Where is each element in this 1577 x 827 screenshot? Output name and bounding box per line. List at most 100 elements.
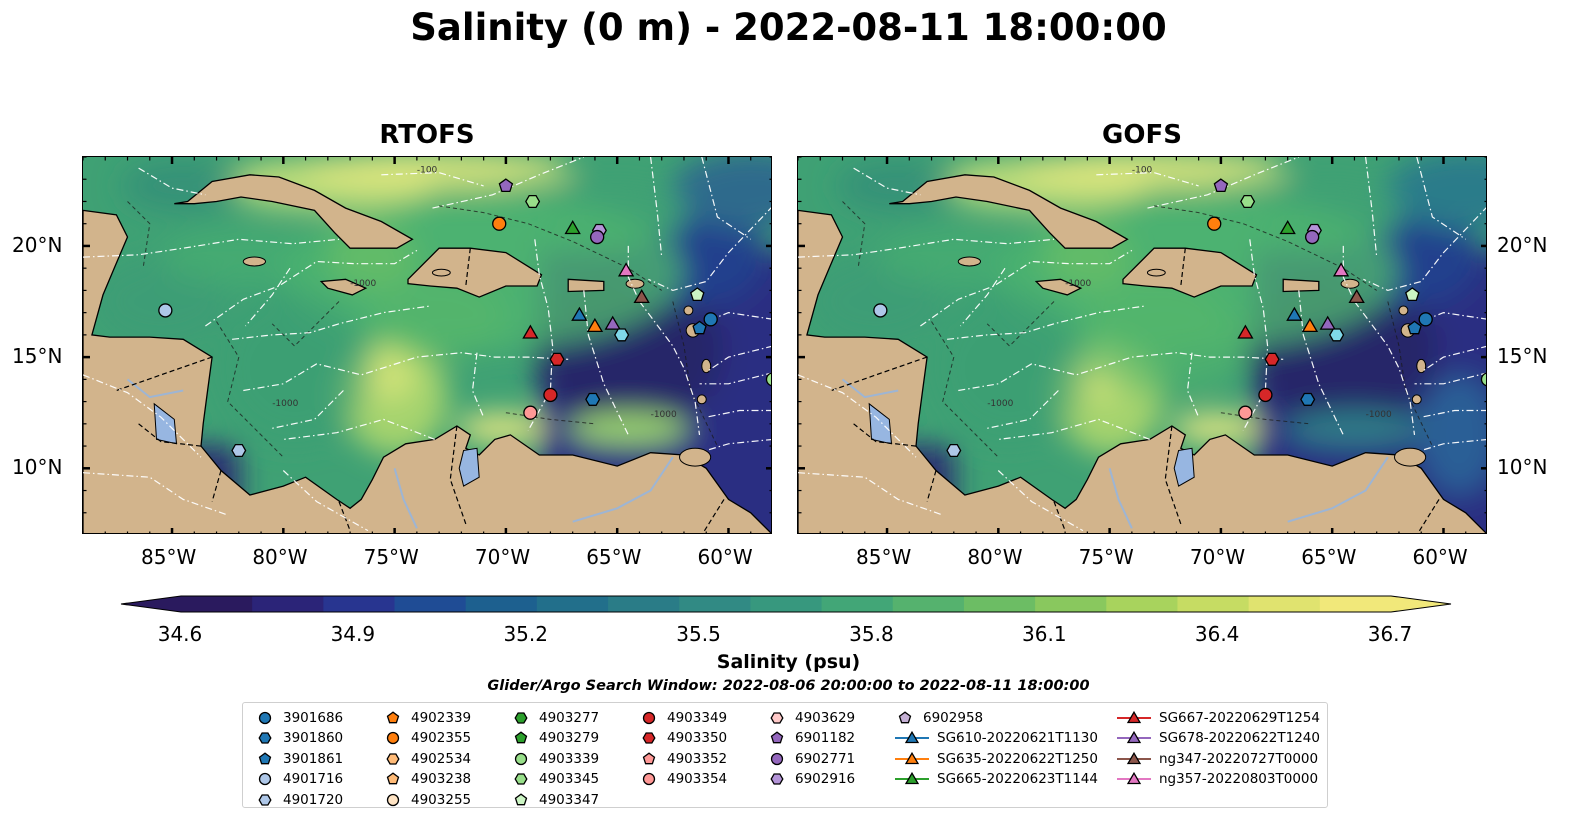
- legend-marker-circle-icon: [386, 731, 400, 745]
- legend-marker-hexagon-icon: [258, 732, 272, 744]
- bathymetry-contour: [216, 321, 284, 458]
- legend-marker: [386, 731, 400, 745]
- legend-item: 4901716: [255, 770, 343, 789]
- land-island: [1340, 278, 1360, 289]
- legend-label: 4903345: [539, 771, 600, 787]
- legend-marker: [1126, 751, 1142, 764]
- land-island: [1146, 268, 1166, 277]
- legend-item: 6901182: [767, 729, 855, 748]
- eez-line: [243, 352, 569, 392]
- eez-line: [998, 418, 1150, 440]
- lon-tick-label: 80°W: [967, 545, 1023, 569]
- legend-marker: [258, 711, 272, 724]
- marker-6902771: [1305, 229, 1320, 245]
- eez-line: [83, 238, 340, 258]
- river: [1108, 468, 1133, 529]
- legend-marker-pentagon-icon: [642, 751, 656, 764]
- map-rtofs: -100 -1000 -1000 -1000: [83, 157, 771, 533]
- eez-line: [699, 372, 771, 385]
- legend-item: SG678-20220622T1240: [1117, 729, 1320, 748]
- marker-4903354: [1238, 405, 1253, 420]
- legend-item: 3901686: [255, 708, 343, 727]
- marker-4901720: [946, 443, 962, 458]
- land-cuba: [174, 174, 414, 249]
- river: [1287, 456, 1389, 523]
- colorbar-tick-label: 35.8: [849, 622, 894, 646]
- legend-label: ng347-20220727T0000: [1159, 750, 1319, 767]
- eez-line: [245, 267, 291, 327]
- land-island: [701, 358, 712, 374]
- legend-marker: [770, 752, 784, 765]
- land-island: [1398, 305, 1409, 316]
- contour-label: -1000: [1366, 410, 1392, 420]
- land-jamaica: [1034, 278, 1083, 296]
- legend-item: 4902534: [383, 749, 471, 768]
- eez-line: [1365, 157, 1378, 258]
- legend-marker-triangle-icon: [1117, 730, 1151, 744]
- legend-marker: [1126, 710, 1142, 723]
- search-window-text: Glider/Argo Search Window: 2022-08-06 20…: [487, 678, 1090, 694]
- legend-label: 4903347: [539, 791, 600, 808]
- legend-label: 3901686: [283, 709, 344, 726]
- marker-6901182: [1213, 178, 1229, 193]
- colorbar-tick-label: 34.6: [157, 622, 203, 646]
- legend-marker-triangle-icon: [895, 751, 929, 764]
- lake: [1173, 447, 1195, 487]
- marker-4902355: [1207, 216, 1222, 231]
- marker-3901860: [1300, 392, 1316, 406]
- land-cuba: [889, 174, 1129, 249]
- marker-4903347: [690, 287, 705, 302]
- legend-marker: [904, 751, 920, 764]
- legend-marker: [514, 711, 528, 724]
- marker-SG635-20220622T1250: [1301, 317, 1319, 333]
- land-centralAmerica: [798, 209, 1486, 533]
- legend-item: 3901861: [255, 749, 343, 768]
- legend-marker-circle-icon: [258, 772, 272, 786]
- eez-line: [960, 267, 1006, 327]
- land-hispaniola: [407, 247, 543, 298]
- legend-marker: [386, 752, 400, 765]
- colorbar-segment: [1035, 596, 1107, 612]
- eez-line: [1421, 438, 1486, 452]
- legend-marker: [642, 772, 656, 786]
- legend-item: 4903350: [639, 729, 727, 748]
- legend-item: SG667-20220629T1254: [1117, 708, 1320, 727]
- eez-line: [282, 470, 369, 532]
- legend-label: SG678-20220622T1240: [1159, 730, 1320, 746]
- colorbar-segment: [821, 596, 894, 612]
- bathymetry-contour: [842, 201, 866, 269]
- legend-marker-hexagon-icon: [386, 752, 400, 765]
- eez-line: [1421, 409, 1486, 418]
- legend-label: 6902916: [795, 771, 856, 787]
- marker-4903347: [1405, 287, 1420, 302]
- marker-4902355: [492, 216, 507, 231]
- eez-line: [706, 409, 771, 418]
- colorbar-label: Salinity (psu): [716, 651, 861, 673]
- marker-4901716: [873, 303, 888, 318]
- eez-line: [1414, 372, 1486, 385]
- colorbar-segment: [252, 596, 324, 612]
- eez-line: [1416, 157, 1467, 240]
- legend-marker: [642, 711, 656, 724]
- page-title: Salinity (0 m) - 2022-08-11 18:00:00: [410, 6, 1167, 49]
- marker-SG667-20220629T1254: [1237, 324, 1254, 339]
- legend-item: 4903629: [767, 708, 855, 727]
- legend-item: 6902771: [767, 749, 855, 768]
- land-island: [957, 256, 982, 267]
- legend-marker-circle-icon: [642, 711, 656, 724]
- colorbar-segment: [963, 596, 1036, 612]
- colorbar: [120, 594, 1452, 618]
- lat-tick-label-right: 15°N: [1497, 344, 1548, 369]
- legend-marker: [514, 752, 528, 765]
- country-border: [1053, 501, 1066, 531]
- legend-item: 4902355: [383, 729, 471, 748]
- country-border: [702, 499, 725, 533]
- marker-3901686: [1418, 312, 1433, 327]
- legend-item: ng347-20220727T0000: [1117, 749, 1318, 768]
- lon-tick-label: 65°W: [1301, 545, 1357, 569]
- legend-label: 4903277: [539, 709, 600, 726]
- land-puertorico: [1282, 278, 1320, 293]
- legend-label: 3901860: [283, 730, 344, 746]
- legend-marker-pentagon-icon: [898, 710, 912, 723]
- legend-marker-triangle-icon: [895, 771, 929, 785]
